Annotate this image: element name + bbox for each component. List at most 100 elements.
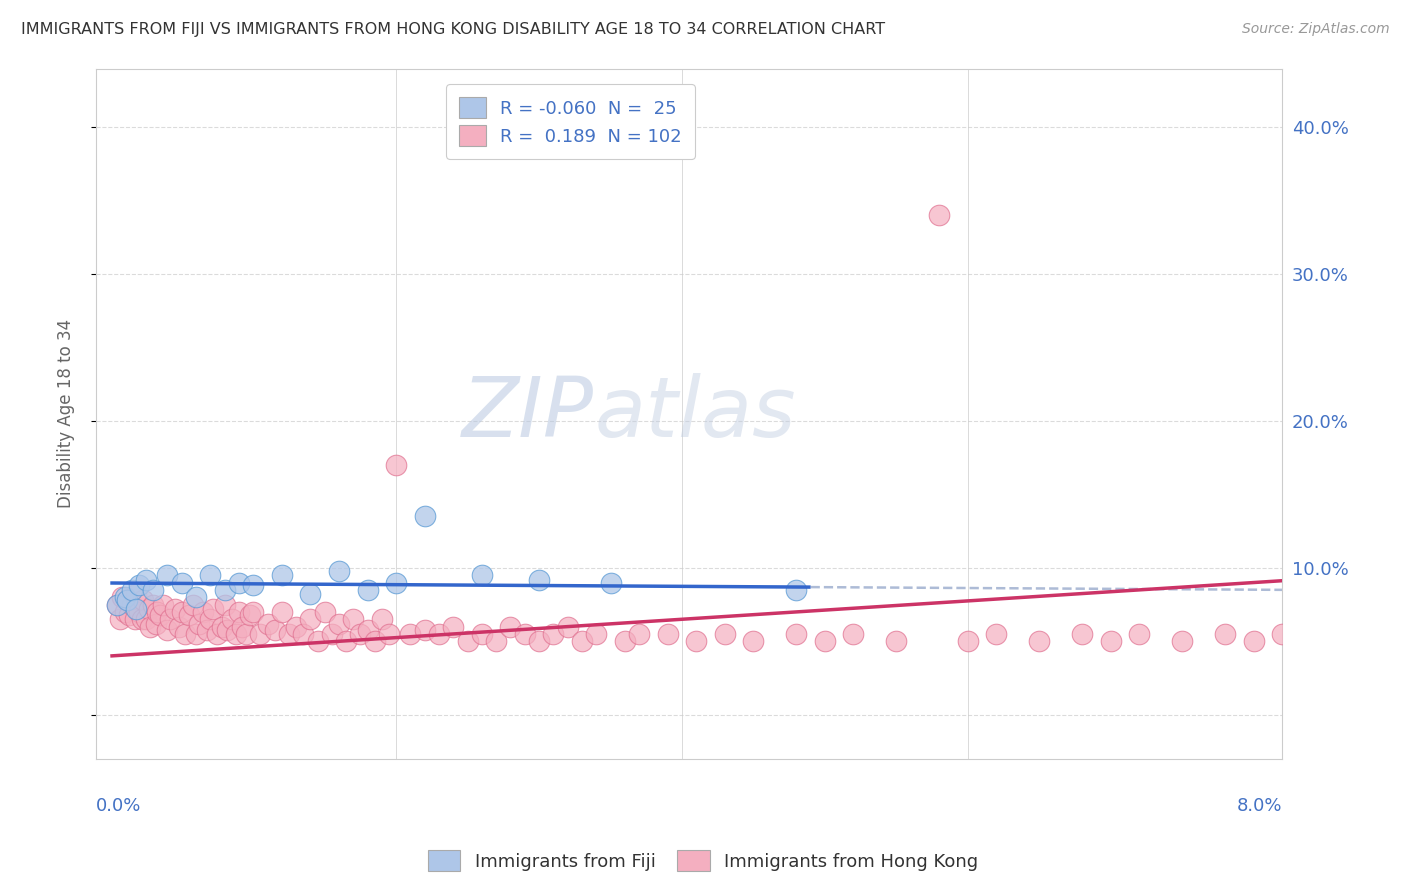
Point xyxy=(211,619,233,633)
Point xyxy=(184,591,207,605)
Point xyxy=(314,605,336,619)
Point xyxy=(499,619,522,633)
Point xyxy=(125,602,148,616)
Point xyxy=(356,623,378,637)
Point xyxy=(557,619,579,633)
Point xyxy=(221,612,243,626)
Point xyxy=(214,582,236,597)
Point xyxy=(200,612,222,626)
Point xyxy=(235,627,257,641)
Point xyxy=(657,627,679,641)
Point xyxy=(125,587,148,601)
Point xyxy=(187,616,209,631)
Point xyxy=(118,607,141,622)
Point xyxy=(628,627,651,641)
Point xyxy=(225,627,247,641)
Point xyxy=(457,634,479,648)
Point xyxy=(321,627,343,641)
Point xyxy=(149,607,172,622)
Point xyxy=(371,612,394,626)
Point xyxy=(1128,627,1150,641)
Point xyxy=(413,509,436,524)
Point xyxy=(132,593,155,607)
Point xyxy=(342,612,364,626)
Point xyxy=(167,619,190,633)
Point xyxy=(685,634,707,648)
Text: IMMIGRANTS FROM FIJI VS IMMIGRANTS FROM HONG KONG DISABILITY AGE 18 TO 34 CORREL: IMMIGRANTS FROM FIJI VS IMMIGRANTS FROM … xyxy=(21,22,886,37)
Point xyxy=(124,612,146,626)
Point xyxy=(142,582,165,597)
Point xyxy=(128,605,150,619)
Point xyxy=(121,598,143,612)
Point xyxy=(399,627,422,641)
Point xyxy=(128,578,150,592)
Point xyxy=(159,612,181,626)
Point xyxy=(156,568,179,582)
Point xyxy=(349,627,371,641)
Point xyxy=(197,623,219,637)
Point xyxy=(1271,627,1294,641)
Point xyxy=(228,605,250,619)
Point xyxy=(242,578,264,592)
Point xyxy=(156,623,179,637)
Point xyxy=(307,634,329,648)
Point xyxy=(200,568,222,582)
Point xyxy=(599,575,621,590)
Text: 8.0%: 8.0% xyxy=(1237,797,1282,814)
Point xyxy=(110,612,132,626)
Point xyxy=(270,605,292,619)
Point xyxy=(571,634,593,648)
Point xyxy=(471,627,494,641)
Text: atlas: atlas xyxy=(595,373,796,454)
Point xyxy=(471,568,494,582)
Text: Source: ZipAtlas.com: Source: ZipAtlas.com xyxy=(1241,22,1389,37)
Legend: R = -0.060  N =  25, R =  0.189  N = 102: R = -0.060 N = 25, R = 0.189 N = 102 xyxy=(446,85,695,159)
Point xyxy=(114,605,136,619)
Point xyxy=(886,634,908,648)
Point xyxy=(152,598,174,612)
Point xyxy=(1171,634,1194,648)
Point xyxy=(335,634,357,648)
Point xyxy=(278,627,301,641)
Point xyxy=(356,582,378,597)
Point xyxy=(427,627,450,641)
Point xyxy=(842,627,865,641)
Point xyxy=(785,582,807,597)
Point xyxy=(714,627,737,641)
Point xyxy=(385,575,408,590)
Point xyxy=(285,619,308,633)
Point xyxy=(1243,634,1265,648)
Point xyxy=(249,627,271,641)
Point xyxy=(1099,634,1122,648)
Point xyxy=(364,634,387,648)
Point xyxy=(328,616,350,631)
Point xyxy=(207,627,229,641)
Point xyxy=(193,605,215,619)
Point xyxy=(485,634,508,648)
Point xyxy=(231,619,253,633)
Point xyxy=(131,612,153,626)
Point xyxy=(107,598,129,612)
Point xyxy=(263,623,285,637)
Point xyxy=(292,627,315,641)
Point xyxy=(135,612,157,626)
Point xyxy=(956,634,979,648)
Point xyxy=(184,627,207,641)
Point xyxy=(1313,627,1336,641)
Point xyxy=(139,619,162,633)
Point xyxy=(256,616,278,631)
Point xyxy=(742,634,765,648)
Point xyxy=(121,582,143,597)
Point xyxy=(173,627,195,641)
Point xyxy=(378,627,401,641)
Point xyxy=(441,619,464,633)
Point xyxy=(527,573,550,587)
Point xyxy=(527,634,550,648)
Point xyxy=(117,593,139,607)
Point xyxy=(138,602,160,616)
Point xyxy=(239,607,262,622)
Point xyxy=(146,605,169,619)
Point xyxy=(986,627,1008,641)
Point xyxy=(513,627,536,641)
Point xyxy=(135,573,157,587)
